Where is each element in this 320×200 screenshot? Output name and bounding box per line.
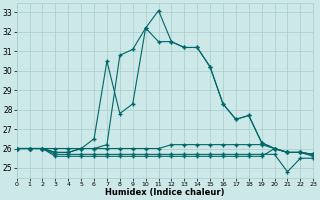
X-axis label: Humidex (Indice chaleur): Humidex (Indice chaleur) <box>105 188 225 197</box>
